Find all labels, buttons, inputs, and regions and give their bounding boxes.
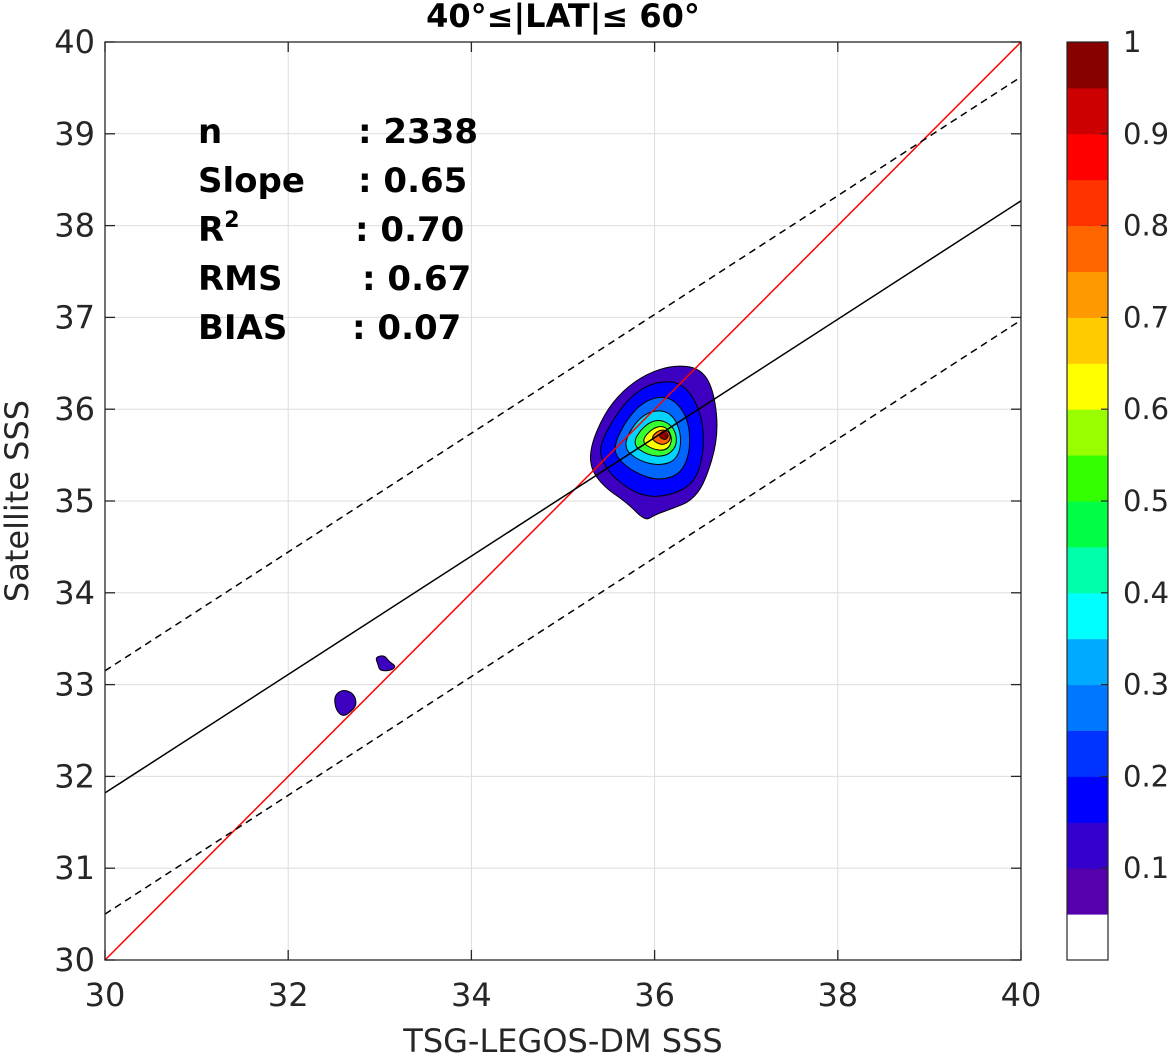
colorbar-segment [1067, 363, 1108, 410]
stat-value: : 0.67 [362, 259, 471, 299]
colorbar-segment [1067, 822, 1108, 869]
colorbar-tick-label: 0.7 [1123, 300, 1169, 334]
stat-label: Slope [198, 161, 305, 201]
colorbar-tick-label: 0.4 [1123, 576, 1169, 610]
colorbar-segment [1067, 133, 1108, 181]
colorbar-tick-label: 1 [1123, 25, 1141, 59]
colorbar [1066, 41, 1109, 961]
colorbar-segment [1067, 776, 1108, 823]
colorbar-segment [1067, 684, 1108, 731]
stat-label: RMS [198, 259, 283, 299]
colorbar-segment [1067, 42, 1108, 89]
colorbar-segment [1067, 730, 1108, 777]
x-tick-label: 38 [817, 976, 858, 1014]
y-tick-label: 40 [54, 23, 95, 61]
chart-title: 40°≤|LAT|≤ 60° [426, 0, 700, 36]
colorbar-tick-label: 0.9 [1123, 117, 1169, 151]
y-tick-labels: 30 31 32 33 34 35 36 37 38 39 40 [54, 23, 95, 979]
colorbar-segment [1067, 638, 1108, 686]
colorbar-tick-label: 0.6 [1123, 392, 1169, 426]
y-tick-label: 31 [54, 849, 95, 887]
density-contour-island [375, 655, 396, 672]
colorbar-segment [1067, 546, 1108, 594]
x-tick-label: 36 [634, 976, 675, 1014]
x-tick-label: 34 [451, 976, 492, 1014]
fit-lines [105, 42, 1021, 960]
colorbar-segment [1067, 455, 1108, 502]
colorbar-tick-label: 0.8 [1123, 209, 1169, 243]
density-contour-island [334, 690, 357, 716]
y-axis-label: Satellite SSS [0, 400, 36, 602]
y-tick-label: 35 [54, 482, 95, 520]
colorbar-segment [1067, 868, 1108, 915]
colorbar-segment [1067, 592, 1108, 640]
y-tick-label: 36 [54, 390, 95, 428]
stat-value: : 0.65 [358, 161, 467, 201]
y-tick-label: 30 [54, 941, 95, 979]
x-axis-label: TSG-LEGOS-DM SSS [402, 1022, 722, 1055]
colorbar-segment [1067, 179, 1108, 227]
y-tick-label: 32 [54, 757, 95, 795]
upper-bound-line [105, 76, 1021, 672]
colorbar-segment [1067, 501, 1108, 548]
colorbar-segment [1067, 87, 1108, 135]
colorbar-segment [1067, 271, 1108, 318]
colorbar-segment [1067, 317, 1108, 364]
x-tick-labels: 30 32 34 36 38 40 [85, 976, 1042, 1014]
colorbar-tick-label: 0.5 [1123, 484, 1169, 518]
colorbar-segment [1067, 409, 1108, 456]
colorbar-segment [1067, 225, 1108, 272]
colorbar-tick-labels: 0.1 0.2 0.3 0.4 0.5 0.6 0.7 0.8 0.9 1 [1123, 25, 1169, 885]
y-tick-label: 39 [54, 115, 95, 153]
lower-bound-line [105, 319, 1021, 915]
grid-lines [104, 41, 1022, 961]
y-tick-label: 34 [54, 574, 95, 612]
axes-frame [104, 41, 1022, 961]
x-tick-label: 30 [85, 976, 126, 1014]
one-to-one-line [105, 42, 1021, 960]
stat-label: n [198, 112, 222, 152]
y-tick-label: 38 [54, 207, 95, 245]
y-tick-label: 37 [54, 298, 95, 336]
regression-line [105, 200, 1021, 794]
stat-value: : 0.07 [352, 308, 461, 348]
y-tick-label: 33 [54, 666, 95, 704]
stat-label: BIAS [198, 308, 287, 348]
colorbar-segment [1067, 914, 1108, 961]
stat-value: : 2338 [358, 112, 478, 152]
colorbar-tick-label: 0.2 [1123, 759, 1169, 793]
colorbar-tick-label: 0.3 [1123, 668, 1169, 702]
stat-value: : 0.70 [355, 210, 464, 250]
x-tick-label: 40 [1001, 976, 1042, 1014]
colorbar-tick-label: 0.1 [1123, 851, 1169, 885]
x-tick-label: 32 [268, 976, 309, 1014]
